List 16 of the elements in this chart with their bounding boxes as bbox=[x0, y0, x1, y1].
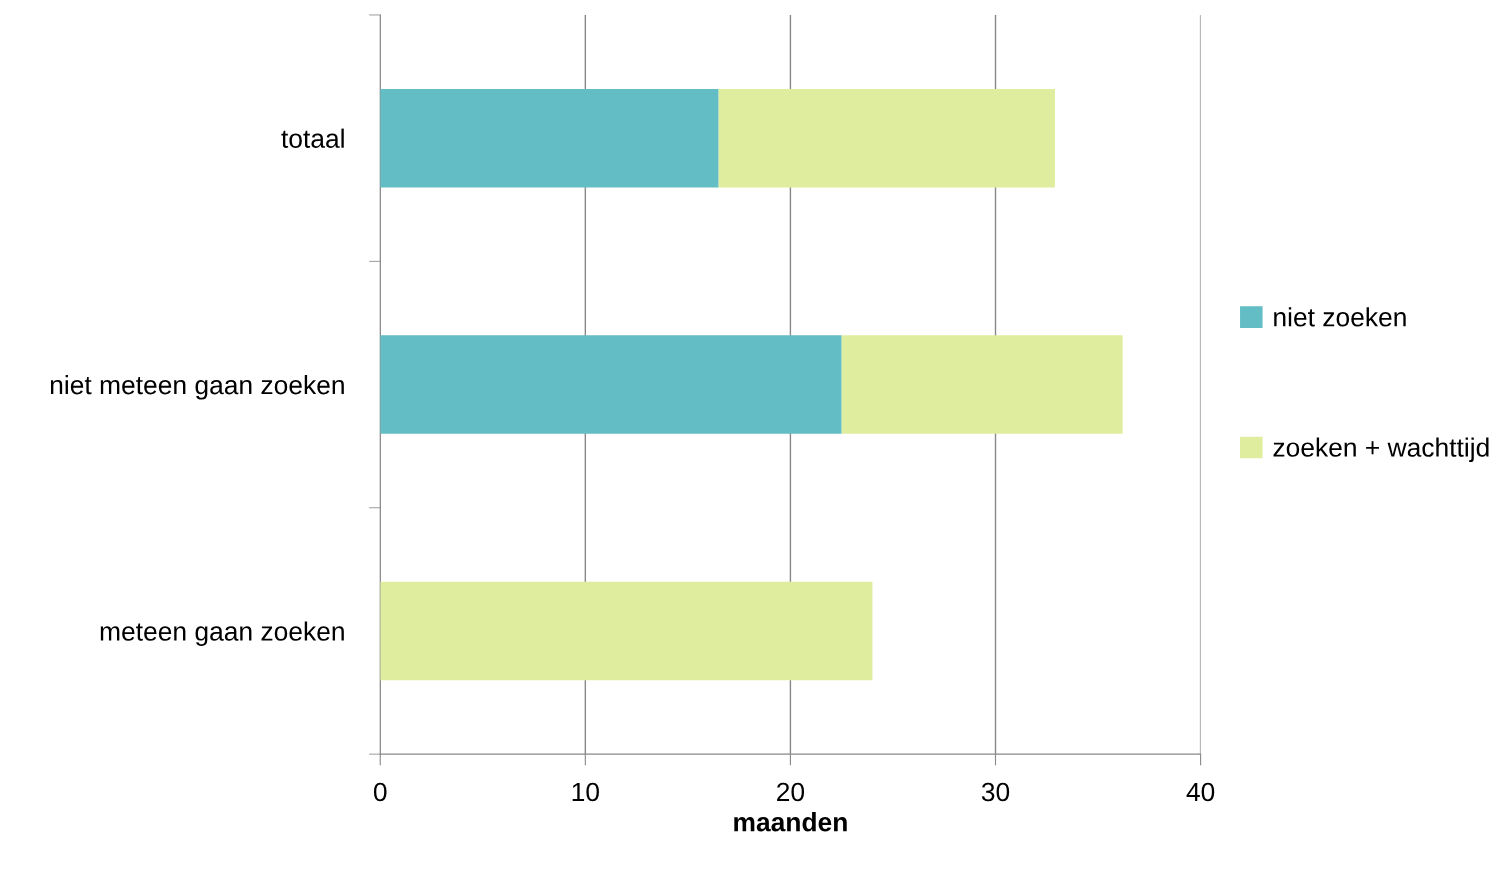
legend-label: zoeken + wachttijd bbox=[1273, 437, 1489, 463]
legend-label: niet zoeken bbox=[1274, 307, 1406, 327]
bar bbox=[380, 335, 842, 434]
y-tick-label: niet meteen gaan zoeken bbox=[50, 375, 344, 400]
y-tick-label: meteen gaan zoeken bbox=[100, 621, 344, 646]
x-axis-title: maanden bbox=[734, 812, 847, 832]
bar bbox=[380, 88, 719, 188]
x-tick-label: 20 bbox=[777, 782, 805, 802]
y-tick-label: totaal bbox=[281, 128, 344, 148]
x-tick-label: 10 bbox=[572, 782, 599, 802]
x-tick-label: 30 bbox=[981, 782, 1010, 802]
x-tick-label: 40 bbox=[1186, 782, 1215, 802]
bar bbox=[718, 88, 1055, 188]
x-tick-label: 0 bbox=[373, 782, 387, 802]
bar bbox=[841, 335, 1123, 434]
bar bbox=[380, 581, 873, 681]
